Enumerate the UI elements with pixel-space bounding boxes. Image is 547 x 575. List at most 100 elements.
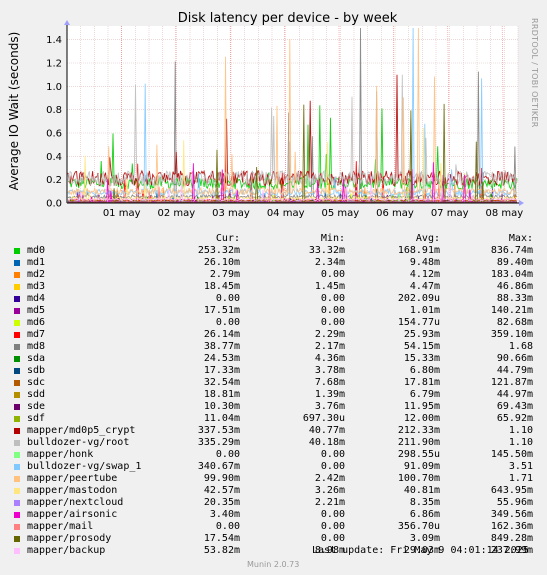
- y-tick-label: 1.4: [46, 35, 62, 46]
- legend-name: md8: [27, 341, 46, 352]
- legend-max-value: 140.21m: [490, 305, 533, 316]
- legend-cur-value: 337.53m: [197, 425, 240, 436]
- legend-max-value: 162.36m: [490, 521, 533, 532]
- legend-min-value: 3.26m: [314, 485, 345, 496]
- legend-swatch: [14, 512, 20, 518]
- series-line: [67, 74, 518, 188]
- legend-cur-value: 0.00: [215, 449, 240, 460]
- legend-max-value: 145.50m: [490, 449, 533, 460]
- legend-avg-value: 1.01m: [409, 305, 440, 316]
- legend-cur-value: 17.33m: [203, 365, 240, 376]
- legend-min-value: 0.00: [320, 317, 345, 328]
- series-line: [67, 74, 518, 188]
- x-gridline: [229, 25, 232, 204]
- legend-avg-value: 4.12m: [409, 269, 440, 280]
- legend-min-value: 0.00: [320, 533, 345, 544]
- series-line: [67, 175, 518, 202]
- legend-max-value: 349.56m: [490, 509, 533, 520]
- legend-min-value: 4.36m: [314, 353, 345, 364]
- legend-min-value: 0.00: [320, 269, 345, 280]
- x-gridline: [284, 25, 286, 204]
- legend-name: md1: [27, 257, 46, 268]
- legend-cur-value: 26.10m: [203, 257, 240, 268]
- legend-cur-value: 24.53m: [203, 353, 240, 364]
- col-cur-header: Cur:: [215, 233, 240, 244]
- legend-cur-value: 11.04m: [203, 413, 240, 424]
- chart-title: Disk latency per device - by week: [177, 11, 398, 26]
- legend-min-value: 40.18m: [308, 437, 345, 448]
- legend-swatch: [14, 548, 20, 554]
- legend-avg-value: 100.70m: [397, 473, 440, 484]
- legend-name: mapper/honk: [27, 449, 94, 460]
- legend-swatch: [14, 500, 20, 506]
- legend-swatch: [14, 272, 20, 278]
- legend-min-value: 3.76m: [314, 401, 345, 412]
- legend-swatch: [14, 368, 20, 374]
- legend-swatch: [14, 428, 20, 434]
- x-tick-label: 06 may: [376, 208, 414, 219]
- legend-name: sda: [27, 353, 46, 364]
- legend-max-value: 44.79m: [496, 365, 533, 376]
- legend-cur-value: 53.82m: [203, 545, 240, 556]
- legend-max-value: 1.10: [508, 425, 533, 436]
- legend-avg-value: 298.55u: [397, 449, 440, 460]
- legend-avg-value: 168.91m: [397, 245, 440, 256]
- legend-avg-value: 6.79m: [409, 389, 440, 400]
- legend-max-value: 359.10m: [490, 329, 533, 340]
- legend-name: mapper/md0p5_crypt: [27, 425, 136, 436]
- legend-max-value: 69.43m: [496, 401, 533, 412]
- x-gridline: [447, 25, 450, 204]
- x-gridline: [175, 25, 177, 204]
- x-tick-label: 08 may: [485, 208, 523, 219]
- legend-min-value: 0.00: [320, 305, 345, 316]
- legend-max-value: 121.87m: [490, 377, 533, 388]
- legend-cur-value: 17.54m: [203, 533, 240, 544]
- y-tick-label: 1.0: [46, 82, 62, 93]
- legend-swatch: [14, 356, 20, 362]
- legend-min-value: 0.00: [320, 293, 345, 304]
- legend-min-value: 3.78m: [314, 365, 345, 376]
- legend-name: md3: [27, 281, 46, 292]
- legend-avg-value: 12.00m: [403, 413, 440, 424]
- y-tick-label: 0.0: [46, 199, 62, 210]
- legend-min-value: 0.00: [320, 521, 345, 532]
- legend-swatch: [14, 308, 20, 314]
- legend-avg-value: 25.93m: [403, 329, 440, 340]
- legend-min-value: 0.00: [320, 449, 345, 460]
- legend-min-value: 2.21m: [314, 497, 345, 508]
- legend-avg-value: 8.35m: [409, 497, 440, 508]
- legend-min-value: 0.00: [320, 509, 345, 520]
- legend-swatch: [14, 296, 20, 302]
- legend-name: sdc: [27, 377, 46, 388]
- legend-max-value: 65.92m: [496, 413, 533, 424]
- x-tick-label: 03 may: [212, 208, 250, 219]
- col-avg-header: Avg:: [415, 233, 440, 244]
- x-gridline: [501, 25, 505, 204]
- legend-min-value: 0.00: [320, 461, 345, 472]
- series-line: [67, 105, 518, 191]
- legend-cur-value: 20.35m: [203, 497, 240, 508]
- legend-name: sdb: [27, 365, 46, 376]
- legend-name: bulldozer-vg/swap_1: [27, 461, 142, 472]
- legend-cur-value: 0.00: [215, 317, 240, 328]
- last-update: Last update: Fri May 9 04:01:14 2025: [312, 545, 529, 556]
- legend-swatch: [14, 380, 20, 386]
- x-tick-label: 07 may: [431, 208, 469, 219]
- legend-avg-value: 9.48m: [409, 257, 440, 268]
- legend-swatch: [14, 392, 20, 398]
- plot-area: [67, 26, 518, 203]
- legend-cur-value: 10.30m: [203, 401, 240, 412]
- legend-swatch: [14, 248, 20, 254]
- legend-cur-value: 99.90m: [203, 473, 240, 484]
- legend-name: md0: [27, 245, 46, 256]
- legend-swatch: [14, 536, 20, 542]
- y-axis-arrow: [64, 20, 70, 25]
- x-tick-label: 04 may: [267, 208, 305, 219]
- legend-avg-value: 11.95m: [403, 401, 440, 412]
- legend-swatch: [14, 260, 20, 266]
- legend-name: md6: [27, 317, 46, 328]
- legend-max-value: 90.66m: [496, 353, 533, 364]
- legend-avg-value: 91.09m: [403, 461, 440, 472]
- legend-name: mapper/mastodon: [27, 485, 118, 496]
- legend-avg-value: 54.15m: [403, 341, 440, 352]
